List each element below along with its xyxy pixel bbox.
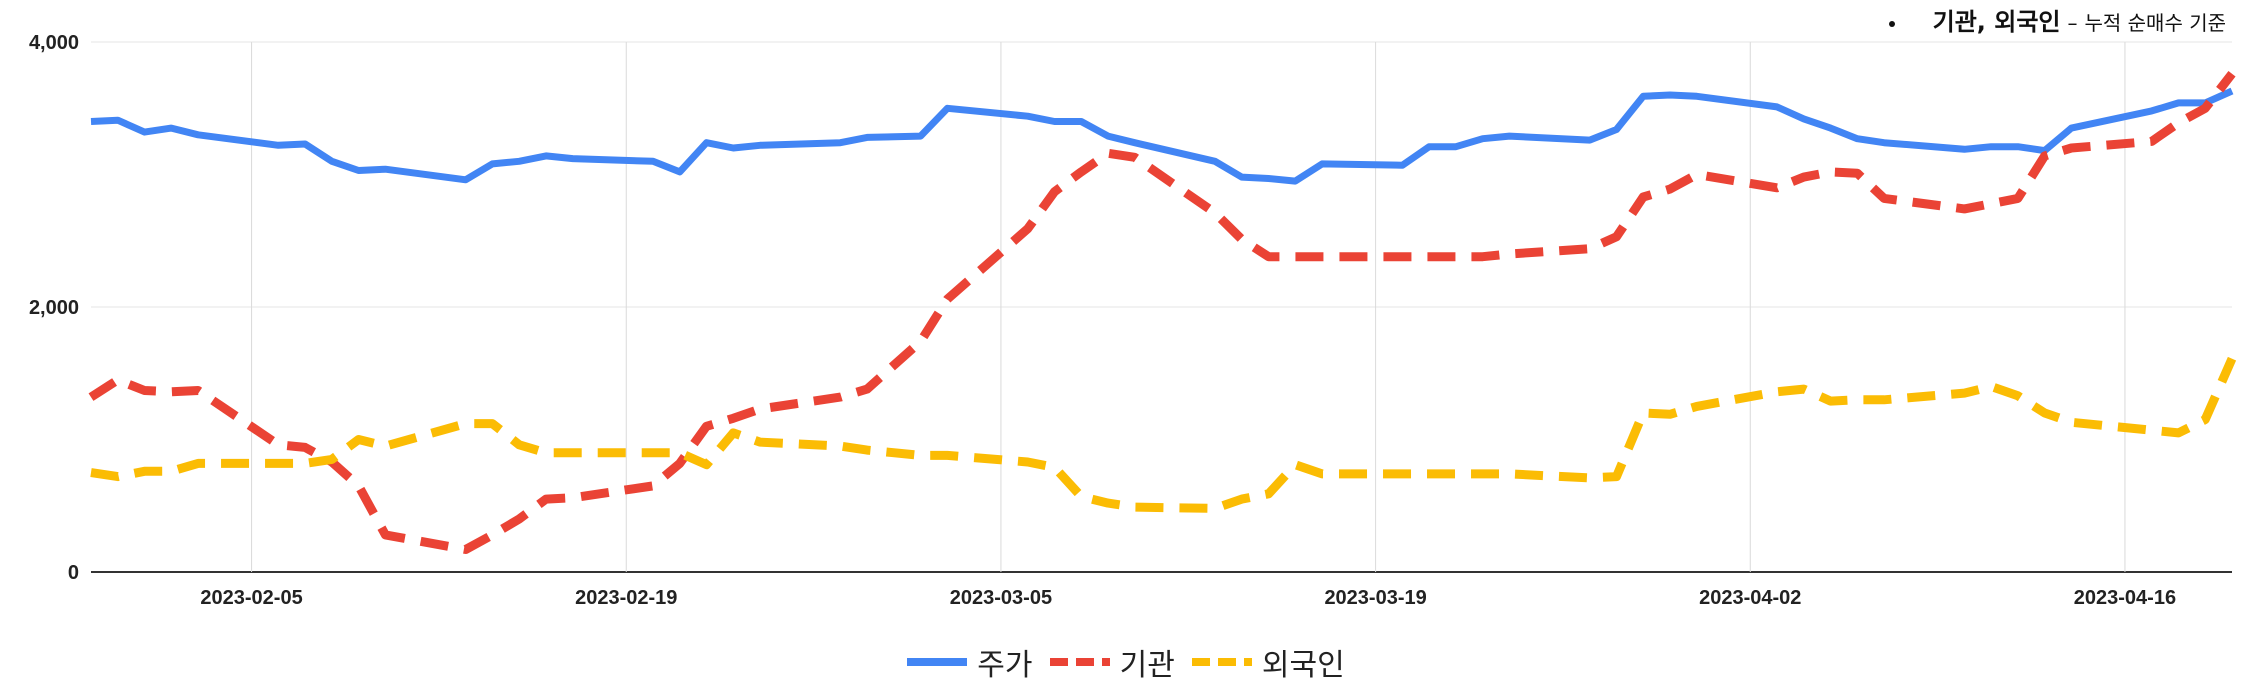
note-bullet-icon (1888, 21, 1895, 27)
x-tick-label: 2023-02-19 (575, 587, 677, 609)
legend-swatch-stock (907, 658, 968, 666)
note-dash: – (2067, 11, 2078, 35)
legend-label-foreign: 외국인 (1261, 648, 1345, 683)
y-tick-label: 2,000 (29, 297, 79, 319)
y-axis-labels: 0 2,000 4,000 (29, 32, 79, 584)
legend-swatch-foreign (1191, 658, 1252, 666)
legend-label-institution: 기관 (1119, 648, 1175, 683)
x-tick-label: 2023-02-05 (200, 587, 302, 609)
x-tick-label: 2023-03-19 (1324, 587, 1426, 609)
chart-legend: 주가 기관 외국인 (0, 640, 2252, 684)
grid-lines (91, 41, 2232, 573)
legend-item-institution: 기관 (1049, 640, 1175, 684)
series-line-0 (90, 87, 2234, 185)
note-strong: 기관, 외국인 (1932, 8, 2061, 36)
legend-item-foreign: 외국인 (1191, 640, 1345, 684)
series-line-2 (90, 356, 2237, 513)
x-axis-labels: 2023-02-05 2023-02-19 2023-03-05 2023-03-19… (200, 587, 2176, 609)
chart-note: 기관, 외국인 – 누적 순매수 기준 (1888, 2, 2226, 37)
legend-label-stock: 주가 (977, 648, 1033, 683)
y-tick-label: 4,000 (29, 32, 79, 54)
legend-swatch-institution (1049, 658, 1110, 666)
series-lines (88, 71, 2237, 554)
x-tick-label: 2023-04-16 (2074, 587, 2176, 609)
series-line-1 (88, 71, 2236, 554)
y-tick-label: 0 (68, 562, 79, 584)
legend-item-stock: 주가 (907, 640, 1033, 684)
note-rest: 누적 순매수 기준 (2084, 11, 2226, 35)
x-tick-label: 2023-04-02 (1699, 587, 1801, 609)
x-tick-label: 2023-03-05 (950, 587, 1052, 609)
